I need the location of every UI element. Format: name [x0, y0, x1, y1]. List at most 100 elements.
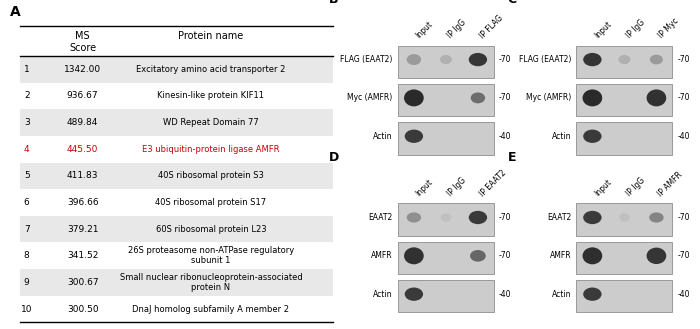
- Text: 300.50: 300.50: [67, 305, 99, 314]
- Ellipse shape: [404, 247, 424, 264]
- Ellipse shape: [582, 247, 602, 264]
- Ellipse shape: [583, 288, 601, 301]
- Text: -70: -70: [678, 213, 690, 222]
- Bar: [20, 109, 332, 136]
- Text: A: A: [10, 5, 21, 19]
- Text: IP Myc: IP Myc: [657, 17, 680, 40]
- Bar: [576, 242, 673, 274]
- Ellipse shape: [650, 55, 663, 64]
- Text: -70: -70: [499, 213, 512, 222]
- Text: IP AMFR: IP AMFR: [657, 170, 685, 198]
- Ellipse shape: [469, 53, 487, 66]
- Text: 379.21: 379.21: [67, 225, 99, 234]
- Text: IP EAAT2: IP EAAT2: [478, 168, 508, 198]
- Bar: [20, 269, 332, 296]
- Text: D: D: [329, 150, 340, 164]
- Bar: [398, 280, 494, 313]
- Text: Input: Input: [414, 178, 435, 198]
- Ellipse shape: [619, 55, 630, 64]
- Text: 445.50: 445.50: [67, 145, 99, 154]
- Text: Small nuclear ribonucleoprotein-associated
protein N: Small nuclear ribonucleoprotein-associat…: [120, 273, 302, 292]
- Bar: [398, 242, 494, 274]
- Text: Input: Input: [592, 20, 613, 40]
- Text: EAAT2: EAAT2: [368, 213, 393, 222]
- Text: IP FLAG: IP FLAG: [478, 13, 505, 40]
- Text: Input: Input: [414, 20, 435, 40]
- Text: 7: 7: [24, 225, 29, 234]
- Text: -70: -70: [678, 55, 690, 64]
- Text: E: E: [508, 150, 517, 164]
- Text: -40: -40: [678, 290, 690, 299]
- Text: EAAT2: EAAT2: [547, 213, 571, 222]
- Bar: [576, 84, 673, 116]
- Ellipse shape: [619, 213, 630, 222]
- Text: FLAG (EAAT2): FLAG (EAAT2): [340, 55, 393, 64]
- Text: AMFR: AMFR: [550, 251, 571, 260]
- Text: 489.84: 489.84: [67, 118, 99, 127]
- Ellipse shape: [440, 55, 452, 64]
- Text: Actin: Actin: [373, 132, 393, 141]
- Text: IP IgG: IP IgG: [446, 18, 468, 40]
- Text: IP IgG: IP IgG: [624, 18, 647, 40]
- Ellipse shape: [583, 53, 601, 66]
- Bar: [576, 45, 673, 78]
- Text: 40S ribosomal protein S3: 40S ribosomal protein S3: [158, 171, 264, 180]
- Text: 60S ribosomal protein L23: 60S ribosomal protein L23: [155, 225, 266, 234]
- Text: 26S proteasome non-ATPase regulatory
subunit 1: 26S proteasome non-ATPase regulatory sub…: [128, 246, 294, 266]
- Ellipse shape: [407, 54, 421, 65]
- Text: 9: 9: [24, 278, 29, 287]
- Ellipse shape: [583, 211, 601, 224]
- Text: Kinesin-like protein KIF11: Kinesin-like protein KIF11: [158, 91, 265, 100]
- Text: 341.52: 341.52: [67, 251, 99, 260]
- Text: -70: -70: [678, 251, 690, 260]
- Ellipse shape: [404, 89, 424, 106]
- Text: FLAG (EAAT2): FLAG (EAAT2): [519, 55, 571, 64]
- Text: 2: 2: [24, 91, 29, 100]
- Ellipse shape: [407, 213, 421, 223]
- Text: 40S ribosomal protein S17: 40S ribosomal protein S17: [155, 198, 267, 207]
- Text: -40: -40: [678, 132, 690, 141]
- Ellipse shape: [470, 92, 485, 103]
- Bar: [398, 203, 494, 236]
- Text: -70: -70: [499, 93, 512, 102]
- Text: Actin: Actin: [552, 290, 571, 299]
- Bar: [20, 216, 332, 242]
- Bar: [576, 122, 673, 155]
- Bar: [576, 280, 673, 313]
- Text: C: C: [508, 0, 517, 6]
- Text: Input: Input: [592, 178, 613, 198]
- Text: -70: -70: [678, 93, 690, 102]
- Text: B: B: [329, 0, 339, 6]
- Ellipse shape: [470, 250, 486, 262]
- Text: 300.67: 300.67: [67, 278, 99, 287]
- Text: 1: 1: [24, 65, 29, 74]
- Ellipse shape: [405, 130, 423, 143]
- Ellipse shape: [649, 213, 664, 223]
- Text: 3: 3: [24, 118, 29, 127]
- Text: Actin: Actin: [552, 132, 571, 141]
- Text: 1342.00: 1342.00: [64, 65, 102, 74]
- Text: -70: -70: [499, 251, 512, 260]
- Text: 8: 8: [24, 251, 29, 260]
- Text: 396.66: 396.66: [67, 198, 99, 207]
- Text: IP IgG: IP IgG: [624, 176, 647, 198]
- Text: 411.83: 411.83: [67, 171, 99, 180]
- Text: 10: 10: [21, 305, 32, 314]
- Text: DnaJ homolog subfamily A member 2: DnaJ homolog subfamily A member 2: [132, 305, 290, 314]
- Bar: [576, 203, 673, 236]
- Ellipse shape: [647, 89, 666, 106]
- Ellipse shape: [469, 211, 487, 224]
- Text: Protein name: Protein name: [178, 31, 244, 41]
- Text: Actin: Actin: [373, 290, 393, 299]
- Text: WD Repeat Domain 77: WD Repeat Domain 77: [163, 118, 259, 127]
- Text: Excitatory amino acid transporter 2: Excitatory amino acid transporter 2: [136, 65, 286, 74]
- Text: 6: 6: [24, 198, 29, 207]
- Text: -40: -40: [499, 132, 512, 141]
- Ellipse shape: [647, 248, 666, 264]
- Ellipse shape: [582, 89, 602, 106]
- Bar: [20, 56, 332, 83]
- Ellipse shape: [405, 288, 423, 301]
- Text: E3 ubiquitin-protein ligase AMFR: E3 ubiquitin-protein ligase AMFR: [142, 145, 280, 154]
- Ellipse shape: [440, 213, 452, 222]
- Bar: [398, 84, 494, 116]
